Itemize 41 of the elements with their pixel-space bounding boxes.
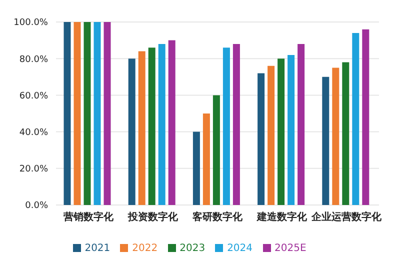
bar [192, 132, 200, 205]
bar [212, 95, 220, 205]
bar [232, 44, 240, 205]
x-tick-label: 企业运营数字化 [310, 211, 383, 224]
bar [104, 22, 111, 205]
y-tick-label: 20.0% [19, 164, 48, 175]
x-tick-label: 营销数字化 [62, 211, 114, 224]
y-tick-label: 60.0% [19, 91, 48, 102]
bar [298, 44, 305, 205]
legend-label: 2025E [274, 243, 306, 254]
bar [352, 32, 360, 205]
bar [362, 29, 370, 205]
y-tick-label: 80.0% [19, 54, 48, 65]
bar [138, 51, 146, 205]
y-tick-label: 0.0% [25, 201, 48, 212]
legend-label: 2024 [227, 243, 253, 254]
bar [158, 44, 166, 205]
bar [222, 48, 230, 205]
bar [94, 22, 101, 205]
bar [74, 22, 81, 205]
legend-label: 2022 [132, 243, 158, 254]
bar [84, 22, 91, 205]
x-tick-label: 建造数字化 [256, 211, 308, 224]
legend-label: 2023 [180, 243, 206, 254]
bar [148, 48, 156, 205]
bar [64, 22, 71, 205]
bar [322, 76, 330, 205]
bar [202, 114, 210, 205]
bar [258, 73, 265, 205]
bar [342, 62, 350, 205]
legend-label: 2021 [84, 243, 110, 254]
bar [128, 58, 136, 205]
x-tick-label: 客研数字化 [192, 211, 244, 224]
y-tick-label: 40.0% [19, 128, 48, 138]
bar [288, 54, 295, 205]
bar [168, 40, 176, 205]
bar [332, 68, 340, 205]
bar [268, 66, 275, 205]
bar [278, 58, 285, 205]
y-tick-label: 100.0% [14, 18, 48, 28]
x-tick-label: 投资数字化 [126, 211, 179, 224]
